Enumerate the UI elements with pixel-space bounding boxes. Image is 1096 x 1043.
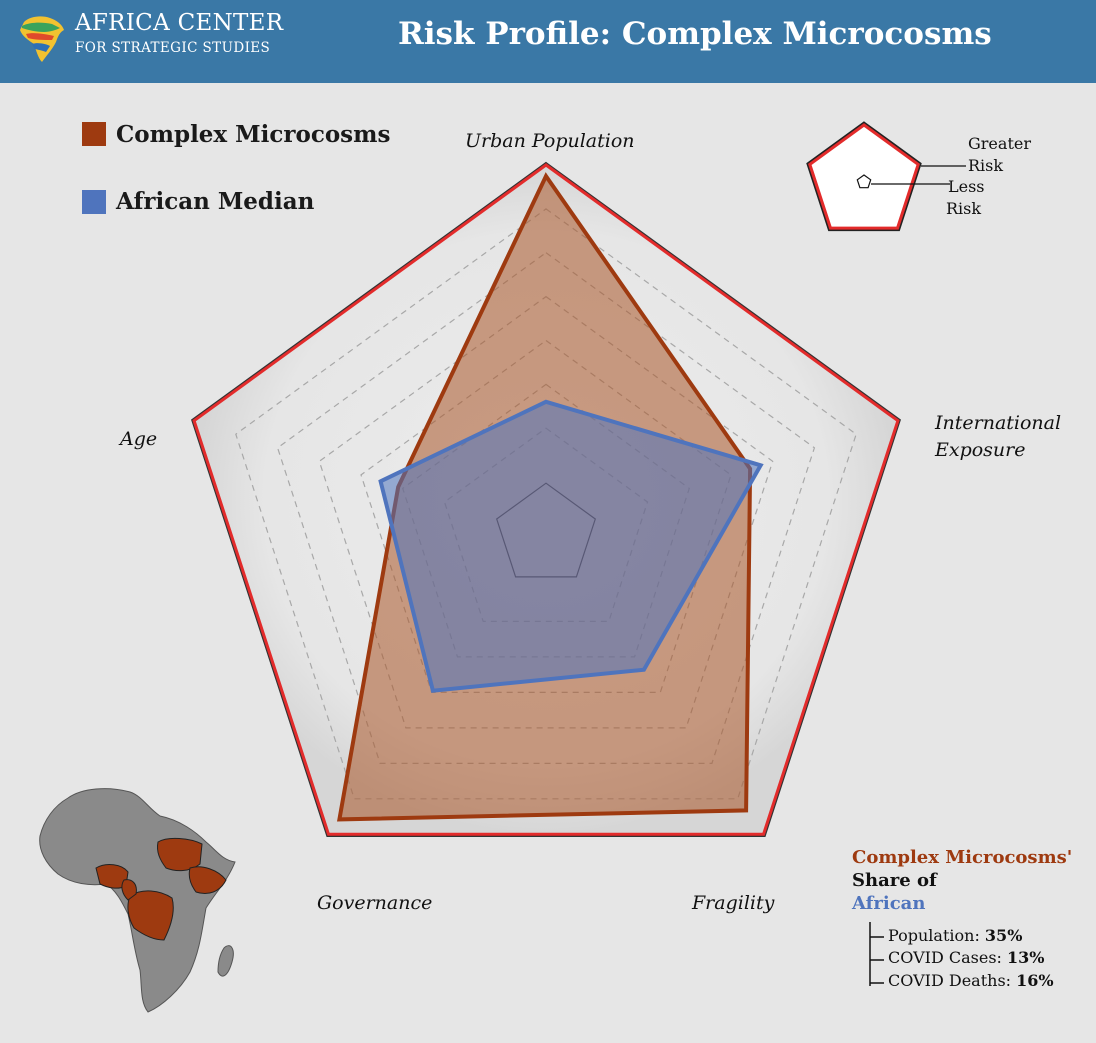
key-less-risk-pentagon <box>856 174 872 189</box>
axis-label-international-exposure-line1: International <box>935 412 1062 434</box>
share-row-covid-cases: COVID Cases: 13% <box>888 948 1044 967</box>
axis-label-international-exposure-line2: Exposure <box>935 439 1026 461</box>
key-greater-risk-pentagon <box>808 123 920 230</box>
highlighted-country-sudan <box>157 837 203 872</box>
africa-map <box>39 788 236 1013</box>
legend-swatch-complex-microcosms <box>82 122 106 146</box>
logo-name: AFRICA CENTER <box>75 10 284 36</box>
series-african-median-polygon <box>378 399 764 693</box>
legend-label-complex-microcosms: Complex Microcosms <box>116 121 391 148</box>
key-less-risk-line2: Risk <box>946 199 982 218</box>
axis-label-age: Age <box>120 428 158 450</box>
radar-outer-red-border <box>192 163 900 836</box>
legend-label-african-median: African Median <box>116 188 315 215</box>
share-title-line1: Complex Microcosms' <box>852 847 1073 868</box>
radar-outer-dark-border <box>191 161 901 837</box>
share-row-value: 13% <box>1007 948 1045 967</box>
key-greater-risk-line2: Risk <box>968 156 1004 175</box>
share-title-line2: Share of <box>852 870 937 891</box>
logo-subtitle: FOR STRATEGIC STUDIES <box>75 40 271 56</box>
share-row-population: Population: 35% <box>888 926 1022 945</box>
axis-label-governance: Governance <box>317 892 433 914</box>
share-bracket <box>869 922 884 986</box>
highlighted-country-cameroon <box>121 879 137 901</box>
share-row-covid-deaths: COVID Deaths: 16% <box>888 971 1054 990</box>
key-greater-risk-pentagon-outline <box>806 121 922 232</box>
share-row-label: COVID Deaths: <box>888 971 1017 990</box>
key-less-risk-line1: Less <box>948 177 985 196</box>
header-bar: AFRICA CENTER FOR STRATEGIC STUDIES Risk… <box>0 0 1096 83</box>
key-greater-risk-line1: Greater <box>968 134 1031 153</box>
madagascar-shape <box>217 945 234 977</box>
share-panel: Complex Microcosms' Share of African <box>852 846 1092 915</box>
highlighted-country-ethiopia <box>188 866 227 894</box>
highlighted-country-drc <box>127 890 174 941</box>
share-row-value: 16% <box>1016 971 1054 990</box>
axis-label-urban-population: Urban Population <box>465 130 635 152</box>
share-row-label: Population: <box>888 926 985 945</box>
africa-logo-icon <box>20 16 64 62</box>
axis-label-fragility: Fragility <box>692 892 775 914</box>
radar-grid-ring <box>318 295 774 729</box>
page-title: Risk Profile: Complex Microcosms <box>398 16 992 52</box>
share-row-value: 35% <box>984 926 1023 945</box>
share-row-label: COVID Cases: <box>888 948 1008 967</box>
share-title-line3: African <box>852 893 926 914</box>
legend-swatch-african-median <box>82 190 106 214</box>
